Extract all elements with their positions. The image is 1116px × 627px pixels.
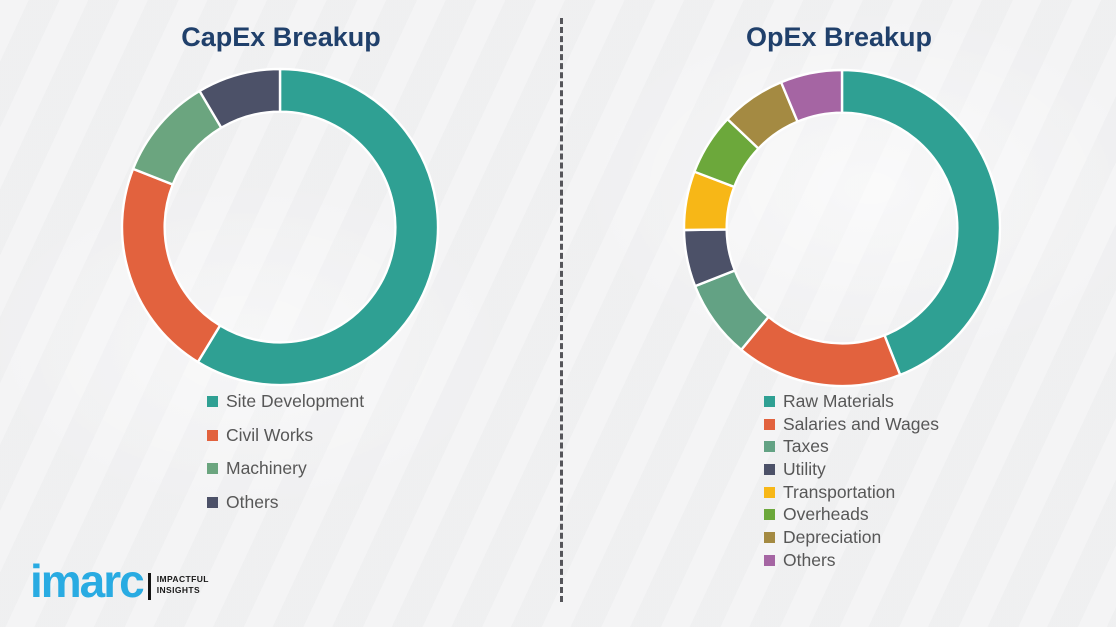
legend-label: Overheads: [783, 504, 869, 525]
legend-swatch-salaries-and-wages: [764, 418, 775, 430]
legend-label: Machinery: [226, 458, 307, 479]
legend-label: Transportation: [783, 481, 896, 502]
legend-swatch-raw-materials: [764, 395, 775, 407]
legend-item-raw-materials: Raw Materials: [764, 390, 939, 413]
legend-label: Site Development: [226, 391, 365, 412]
legend-label: Taxes: [783, 436, 829, 457]
opex-panel: OpEx Breakup Raw Materials Salaries and W…: [562, 0, 1116, 627]
donut-segment-site-development: [196, 67, 440, 387]
legend-item-machinery: Machinery: [207, 452, 364, 486]
imarc-logo-tagline: IMPACTFUL INSIGHTS: [157, 574, 209, 596]
legend-label: Others: [226, 492, 279, 513]
donut-segment-civil-works: [120, 167, 222, 364]
legend-swatch-transportation: [764, 486, 775, 498]
legend-label: Civil Works: [226, 424, 314, 445]
capex-panel: CapEx Breakup Site Development Civil Work…: [120, 22, 440, 519]
legend-item-overheads: Overheads: [764, 503, 939, 526]
legend-swatch-others: [764, 554, 775, 566]
legend-item-site-development: Site Development: [207, 385, 364, 419]
legend-item-others: Others: [207, 486, 364, 520]
legend-label: Depreciation: [783, 526, 882, 547]
legend-item-transportation: Transportation: [764, 481, 939, 504]
imarc-logo-text: imarc: [30, 555, 145, 607]
legend-label: Salaries and Wages: [783, 413, 939, 434]
legend-swatch-civil-works: [207, 429, 218, 441]
donut-segment-others: [779, 68, 844, 123]
legend-swatch-overheads: [764, 509, 775, 521]
legend-item-depreciation: Depreciation: [764, 526, 939, 549]
donut-segment-others: [198, 67, 282, 129]
vertical-dashed-divider: [560, 18, 563, 602]
legend-label: Utility: [783, 458, 826, 479]
capex-title: CapEx Breakup: [181, 22, 381, 52]
donut-segment-salaries-and-wages: [740, 315, 902, 388]
opex-legend: Raw Materials Salaries and Wages Taxes Util…: [764, 390, 939, 572]
legend-swatch-taxes: [764, 441, 775, 453]
legend-item-civil-works: Civil Works: [207, 419, 364, 453]
donut-segment-raw-materials: [840, 68, 1002, 377]
imarc-tagline-line2: INSIGHTS: [156, 585, 201, 596]
legend-item-taxes: Taxes: [764, 435, 939, 458]
opex-title: OpEx Breakup: [745, 22, 933, 52]
legend-item-salaries-and-wages: Salaries and Wages: [764, 413, 939, 436]
legend-swatch-site-development: [207, 396, 218, 408]
capex-donut-chart: [120, 67, 440, 387]
legend-swatch-others: [207, 497, 218, 509]
legend-label: Raw Materials: [783, 390, 894, 411]
opex-donut-chart: [682, 68, 1002, 388]
imarc-logo: imarc IMPACTFUL INSIGHTS: [30, 555, 209, 607]
imarc-tagline-line1: IMPACTFUL: [156, 574, 209, 584]
capex-legend: Site Development Civil Works Machinery Othe…: [207, 385, 364, 519]
legend-label: Others: [783, 549, 836, 570]
legend-item-others: Others: [764, 549, 939, 572]
legend-swatch-machinery: [207, 463, 218, 475]
legend-swatch-utility: [764, 463, 775, 475]
legend-swatch-depreciation: [764, 531, 775, 543]
legend-item-utility: Utility: [764, 458, 939, 481]
imarc-logo-divider-bar: [147, 573, 151, 600]
